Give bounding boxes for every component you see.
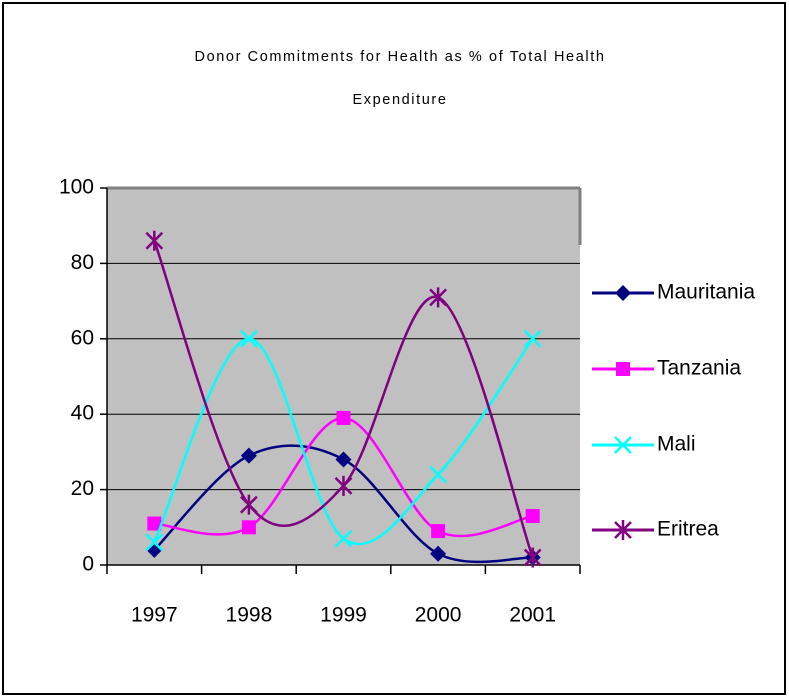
data-point — [334, 529, 353, 548]
y-tick-label: 20 — [71, 477, 94, 500]
x-tick-label: 1998 — [226, 604, 273, 627]
data-point — [430, 545, 447, 562]
x-tick-label: 1999 — [320, 604, 367, 627]
chart-title: Donor Commitments for Health as % of Tot… — [194, 49, 606, 108]
legend-label: Tanzania — [657, 357, 741, 380]
x-tick-label: 2000 — [415, 604, 462, 627]
data-point — [334, 475, 353, 496]
y-tick-label: 80 — [71, 251, 94, 274]
data-point — [335, 451, 352, 468]
legend-marker — [615, 285, 631, 301]
series-line — [153, 337, 534, 546]
x-tick-label: 1997 — [131, 604, 178, 627]
data-point — [145, 533, 164, 552]
data-point — [523, 329, 542, 348]
legend-label: Eritrea — [657, 518, 719, 541]
data-point — [525, 508, 540, 523]
data-point — [240, 329, 258, 348]
legend-marker — [616, 362, 630, 376]
data-point — [147, 516, 162, 531]
data-point — [431, 524, 446, 539]
legend-marker — [614, 520, 632, 540]
data-point — [241, 520, 256, 535]
plot-area — [107, 188, 580, 565]
x-tick-label: 2001 — [509, 604, 556, 627]
data-point — [523, 547, 542, 568]
y-tick-label: 0 — [82, 553, 94, 576]
data-point — [240, 447, 257, 464]
y-tick-label: 60 — [71, 326, 94, 349]
data-point — [145, 230, 164, 251]
y-tick-label: 100 — [59, 176, 94, 199]
legend-label: Mauritania — [657, 281, 755, 304]
legend-marker — [614, 436, 632, 454]
data-point — [336, 410, 351, 425]
data-point — [429, 465, 447, 484]
series-line — [153, 240, 534, 558]
legend-label: Mali — [657, 433, 696, 456]
y-tick-label: 40 — [71, 402, 94, 425]
data-point — [240, 494, 258, 515]
data-point — [429, 287, 447, 308]
